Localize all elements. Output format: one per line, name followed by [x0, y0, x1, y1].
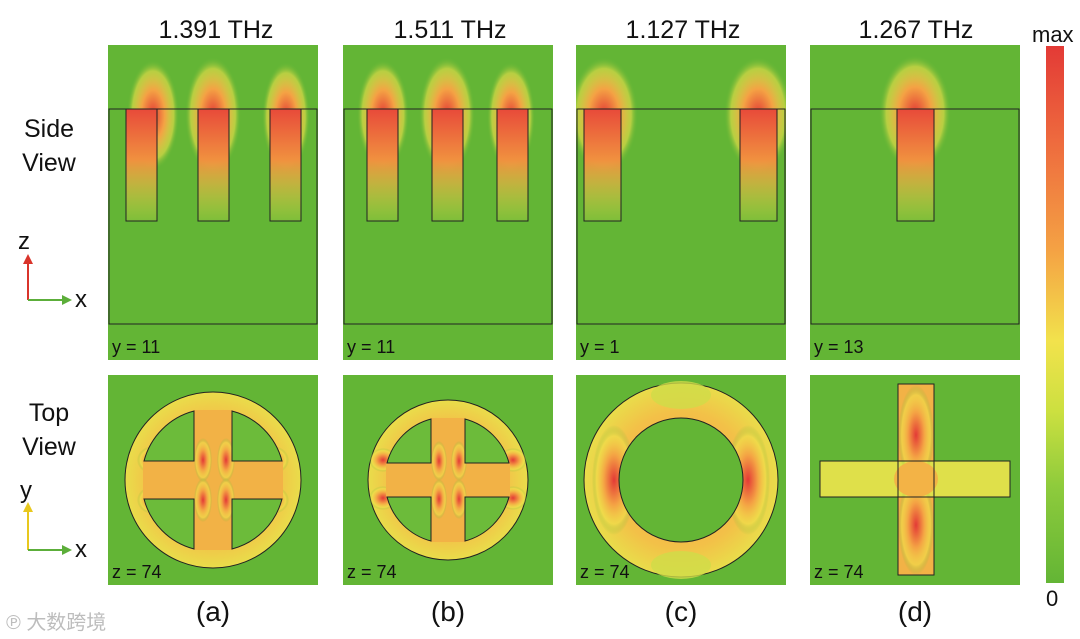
top-view-label-line2: View — [22, 433, 76, 461]
top-coord-d: z = 74 — [814, 562, 864, 582]
top-view-panel-d: z = 74 — [810, 375, 1020, 585]
watermark: ℗ 大数跨境 — [6, 606, 106, 635]
top-view-label-line1: Top — [28, 399, 70, 427]
side-view-panel-a: y = 11 — [108, 45, 318, 360]
side-coord-b: y = 11 — [347, 337, 396, 357]
side-view-label-line2: View — [22, 149, 76, 177]
side-view-panel-c: y = 1 — [576, 45, 786, 360]
axis-y-label: y — [20, 477, 32, 504]
subfigure-label-d: (d) — [897, 596, 933, 627]
side-axis-indicator — [23, 254, 72, 305]
side-view-label-line1: Side — [23, 115, 75, 143]
z-axis-arrowhead — [23, 254, 33, 264]
top-coord-a: z = 74 — [112, 562, 162, 582]
side-coord-a: y = 11 — [112, 337, 161, 357]
x-axis-arrowhead — [62, 295, 72, 305]
top-view-panel-b: z = 74 — [343, 375, 553, 585]
colorbar-max-label: max — [1032, 22, 1074, 47]
top-view-label: Top View — [4, 396, 94, 464]
axis-x-label-side: x — [75, 286, 87, 313]
side-coord-c: y = 1 — [580, 337, 620, 357]
side-view-label: Side View — [4, 112, 94, 180]
subfigure-label-c: (c) — [664, 596, 698, 627]
top-axis-indicator — [23, 502, 72, 555]
side-view-panel-d: y = 13 — [810, 45, 1020, 360]
top-coord-b: z = 74 — [347, 562, 397, 582]
top-coord-c: z = 74 — [580, 562, 630, 582]
subfigure-label-a: (a) — [195, 596, 231, 627]
top-view-panel-c: z = 74 — [576, 375, 786, 585]
side-coord-d: y = 13 — [814, 337, 864, 357]
x-axis-arrowhead — [62, 545, 72, 555]
axis-x-label-top: x — [75, 536, 87, 563]
frequency-label-c: 1.127 THz — [625, 16, 741, 44]
frequency-label-a: 1.391 THz — [158, 16, 274, 44]
side-view-panel-b: y = 11 — [343, 45, 553, 360]
axis-z-label: z — [18, 228, 30, 255]
colorbar-min-label: 0 — [1046, 586, 1059, 611]
top-view-panel-a: z = 74 — [108, 375, 318, 585]
frequency-label-b: 1.511 THz — [393, 16, 507, 44]
watermark-icon: ℗ — [6, 612, 21, 634]
y-axis-arrowhead — [23, 502, 33, 512]
watermark-text: 大数跨境 — [26, 612, 107, 634]
subfigure-label-b: (b) — [430, 596, 466, 627]
colorbar — [1046, 46, 1064, 583]
frequency-label-d: 1.267 THz — [858, 16, 974, 44]
